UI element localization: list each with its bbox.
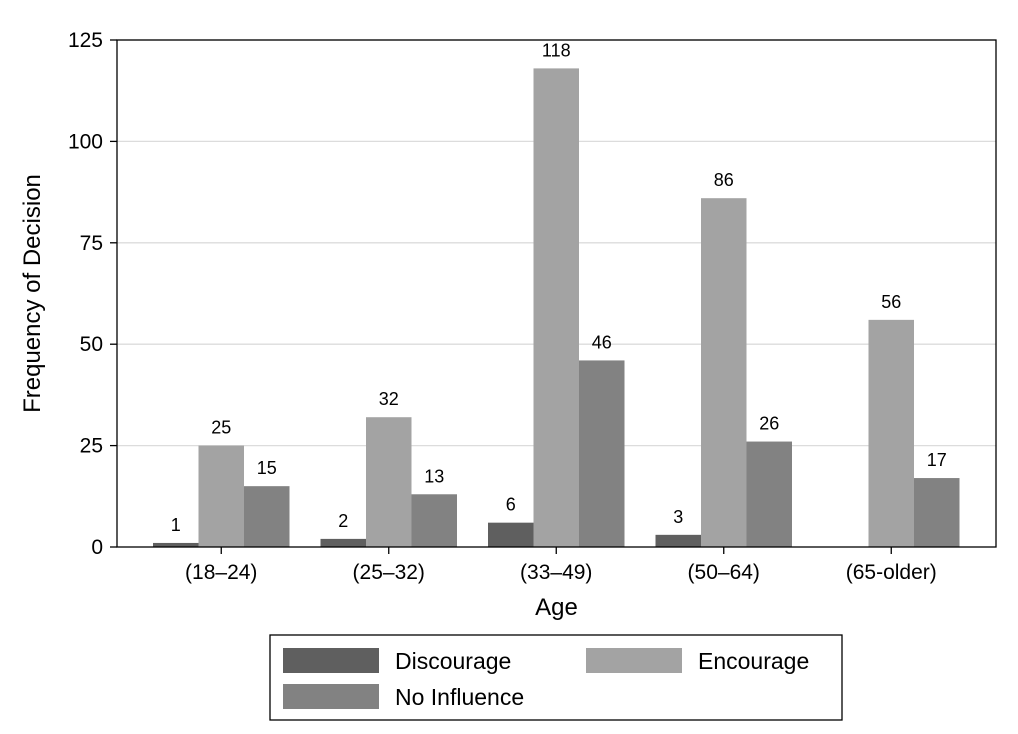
legend-label: Discourage [395,648,511,674]
bar-encourage [533,68,579,547]
x-tick-label: (33–49) [520,561,592,584]
data-label: 32 [379,389,399,409]
bar-encourage [366,417,412,547]
data-label: 2 [338,511,348,531]
bar-no-influence [579,360,625,547]
y-tick-label: 125 [68,29,103,52]
bar-no-influence [244,486,290,547]
data-label: 3 [673,507,683,527]
x-tick-label: (50–64) [688,561,760,584]
bar-encourage [198,445,244,547]
data-label: 17 [927,450,947,470]
y-tick-label: 75 [80,232,103,255]
legend-label: Encourage [698,648,809,674]
x-tick-label: (25–32) [353,561,425,584]
data-label: 118 [542,40,571,60]
bar-discourage [153,542,199,547]
data-label: 6 [506,495,516,515]
data-label: 15 [257,458,277,478]
y-tick-label: 100 [68,130,103,153]
legend-label: No Influence [395,684,524,710]
data-label: 46 [592,332,612,352]
data-label: 25 [211,418,231,438]
data-label: 1 [171,515,181,535]
data-label: 56 [881,292,901,312]
y-tick-label: 0 [91,536,103,559]
x-tick-label: (65-older) [846,561,937,584]
y-tick-label: 25 [80,435,103,458]
bars [153,68,960,547]
x-axis: (18–24) (25–32) (33–49) (50–64) (65-older) [185,547,937,584]
bar-discourage [655,534,701,547]
legend-swatch [283,684,379,709]
bar-encourage [868,319,914,547]
bar-no-influence [914,478,960,547]
y-axis: 0 25 50 75 100 125 [68,29,117,559]
bar-encourage [701,198,747,547]
data-label: 26 [759,414,779,434]
data-label: 86 [714,170,734,190]
legend: Discourage Encourage No Influence [269,634,843,721]
y-axis-title: Frequency of Decision [19,174,46,413]
bar-no-influence [411,494,457,547]
bar-discourage [488,522,534,547]
data-label: 13 [424,466,444,486]
bar-no-influence [746,441,792,547]
legend-swatch [586,648,682,673]
data-labels: 1 25 15 2 32 13 6 118 46 3 86 26 56 17 [171,40,947,535]
x-axis-title: Age [535,594,578,621]
bar-discourage [320,538,366,547]
legend-swatch [283,648,379,673]
y-tick-label: 50 [80,333,103,356]
x-tick-label: (18–24) [185,561,257,584]
